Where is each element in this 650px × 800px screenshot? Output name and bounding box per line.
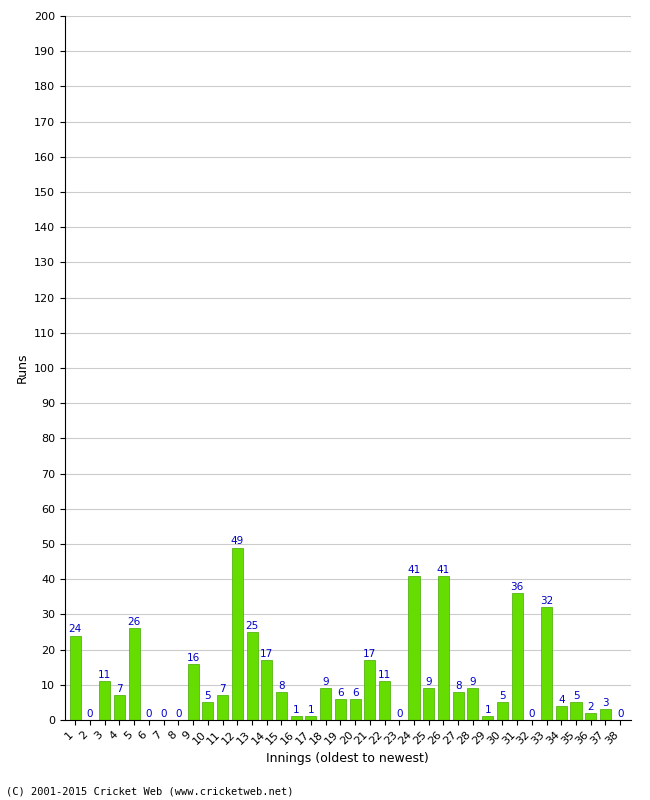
Bar	[571, 702, 582, 720]
Bar	[350, 699, 361, 720]
Bar	[276, 692, 287, 720]
Bar	[306, 717, 317, 720]
Text: 25: 25	[246, 621, 259, 631]
Text: 17: 17	[363, 649, 376, 659]
Text: 6: 6	[337, 688, 344, 698]
Bar	[129, 629, 140, 720]
Bar	[482, 717, 493, 720]
Text: 0: 0	[146, 709, 152, 719]
Bar	[512, 594, 523, 720]
Text: 36: 36	[510, 582, 524, 592]
Bar	[556, 706, 567, 720]
Text: 9: 9	[322, 678, 329, 687]
Text: 41: 41	[408, 565, 421, 574]
Text: 0: 0	[528, 709, 535, 719]
Text: 5: 5	[499, 691, 506, 702]
Bar	[585, 713, 596, 720]
Bar	[320, 688, 332, 720]
Bar	[423, 688, 434, 720]
Text: 5: 5	[205, 691, 211, 702]
Bar	[99, 682, 111, 720]
Text: 1: 1	[484, 706, 491, 715]
Text: 0: 0	[396, 709, 402, 719]
Text: 1: 1	[293, 706, 300, 715]
Text: 49: 49	[231, 537, 244, 546]
Text: 24: 24	[69, 625, 82, 634]
Text: 32: 32	[540, 596, 553, 606]
Text: 5: 5	[573, 691, 579, 702]
Bar	[497, 702, 508, 720]
Bar	[438, 576, 449, 720]
Bar	[232, 547, 243, 720]
Bar	[217, 695, 228, 720]
Bar	[70, 635, 81, 720]
Bar	[291, 717, 302, 720]
Bar	[246, 632, 257, 720]
Text: 11: 11	[98, 670, 111, 680]
Text: 6: 6	[352, 688, 358, 698]
Text: 8: 8	[455, 681, 461, 690]
Text: 8: 8	[278, 681, 285, 690]
Bar	[600, 710, 611, 720]
Text: 0: 0	[617, 709, 623, 719]
Text: 16: 16	[187, 653, 200, 662]
Bar	[188, 664, 199, 720]
Bar	[408, 576, 419, 720]
Text: 3: 3	[602, 698, 609, 708]
Bar	[467, 688, 478, 720]
Text: 7: 7	[116, 684, 123, 694]
Text: 7: 7	[219, 684, 226, 694]
Bar	[114, 695, 125, 720]
Text: 0: 0	[87, 709, 94, 719]
Y-axis label: Runs: Runs	[16, 353, 29, 383]
Bar	[541, 607, 552, 720]
Text: 0: 0	[175, 709, 181, 719]
Text: 9: 9	[469, 678, 476, 687]
Text: 0: 0	[161, 709, 167, 719]
Text: 11: 11	[378, 670, 391, 680]
Bar	[335, 699, 346, 720]
Bar	[364, 660, 375, 720]
Text: 1: 1	[307, 706, 314, 715]
X-axis label: Innings (oldest to newest): Innings (oldest to newest)	[266, 753, 429, 766]
Text: 41: 41	[437, 565, 450, 574]
Text: 17: 17	[260, 649, 274, 659]
Bar	[261, 660, 272, 720]
Text: 26: 26	[127, 618, 141, 627]
Text: (C) 2001-2015 Cricket Web (www.cricketweb.net): (C) 2001-2015 Cricket Web (www.cricketwe…	[6, 786, 294, 796]
Text: 9: 9	[426, 678, 432, 687]
Bar	[202, 702, 213, 720]
Text: 4: 4	[558, 695, 565, 705]
Bar	[379, 682, 390, 720]
Text: 2: 2	[588, 702, 594, 712]
Bar	[452, 692, 463, 720]
